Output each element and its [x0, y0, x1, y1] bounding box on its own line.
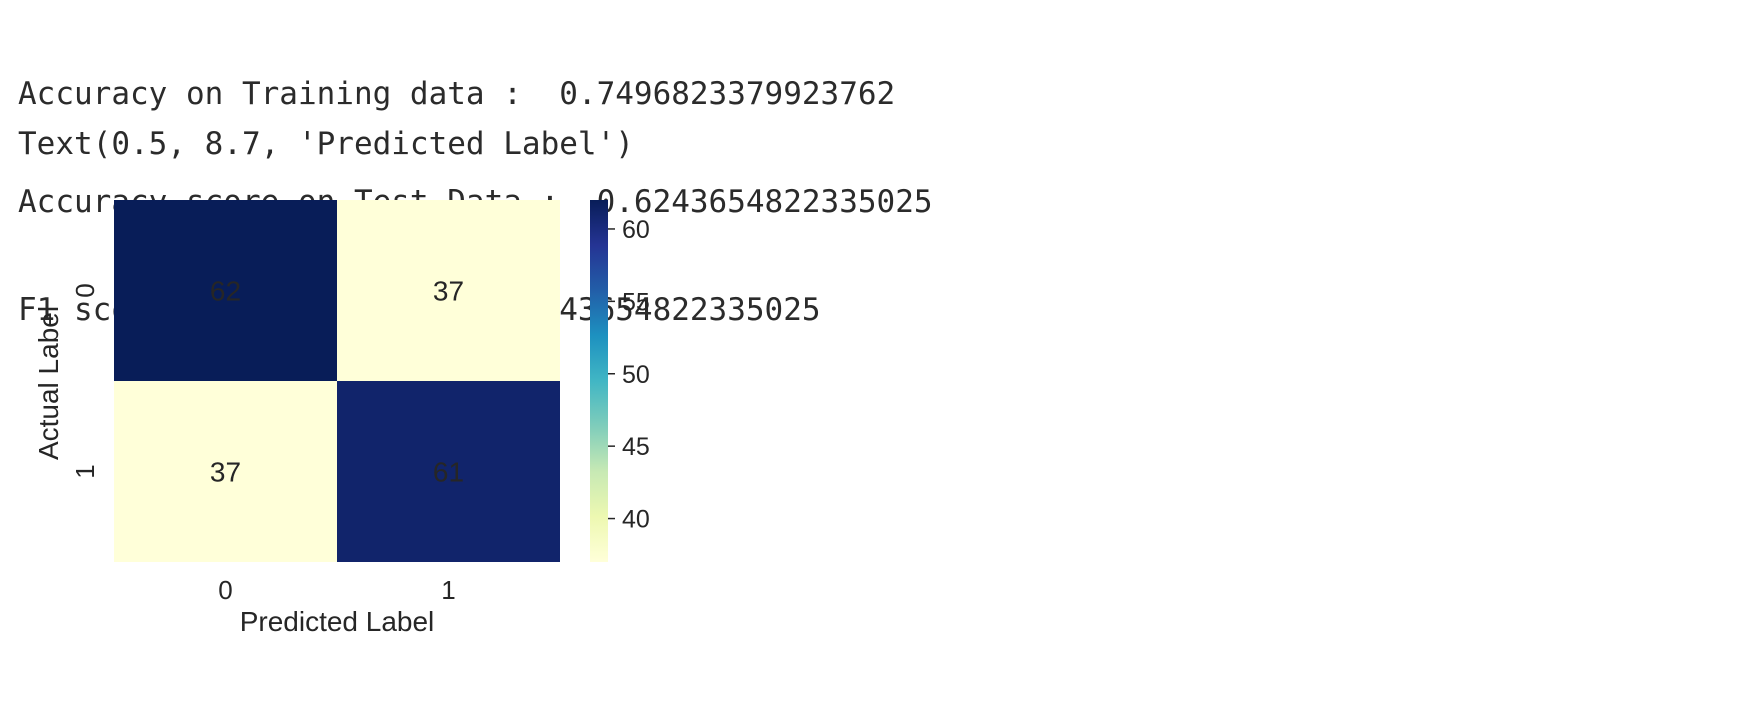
- y-tick-labels: 01: [70, 283, 100, 478]
- y-tick-label-0: 0: [70, 283, 100, 297]
- heatmap-cell-r1-c1: [337, 381, 560, 562]
- heatmap-cell-r0-c0: [114, 200, 337, 381]
- training-accuracy-value: 0.7496823379923762: [559, 76, 896, 112]
- heatmap-cell-value-r0-c1: 37: [433, 276, 464, 307]
- colorbar-tick-label-0: 40: [622, 506, 650, 534]
- colorbar-ticks: 40 45 50 55 60: [608, 216, 650, 534]
- training-accuracy-line: Accuracy on Training data : 0.7496823379…: [18, 76, 933, 112]
- y-tick-label-1: 1: [70, 464, 100, 478]
- heatmap-cell-r1-c0: [114, 381, 337, 562]
- heatmap-cell-r0-c1: [337, 200, 560, 381]
- colorbar-tick-label-4: 60: [622, 216, 650, 244]
- x-axis-label: Predicted Label: [240, 606, 435, 637]
- cell-return-value: Text(0.5, 8.7, 'Predicted Label'): [18, 126, 634, 162]
- heatmap-cell-value-r0-c0: 62: [210, 276, 241, 307]
- colorbar-tick-label-3: 55: [622, 288, 650, 316]
- colorbar-tick-label-1: 45: [622, 433, 650, 461]
- y-axis-label: Actual Label: [33, 306, 64, 460]
- colorbar: [590, 200, 608, 562]
- x-tick-label-1: 1: [441, 575, 455, 605]
- heatmap-cell-annotations: 62 37 37 61: [210, 276, 464, 488]
- heatmap-cells: [114, 200, 560, 562]
- x-tick-label-0: 0: [218, 575, 232, 605]
- training-accuracy-label: Accuracy on Training data :: [18, 76, 560, 112]
- heatmap-cell-value-r1-c1: 61: [433, 457, 464, 488]
- test-accuracy-value: 0.6243654822335025: [596, 184, 933, 220]
- colorbar-tick-label-2: 50: [622, 361, 650, 389]
- heatmap-cell-value-r1-c0: 37: [210, 457, 241, 488]
